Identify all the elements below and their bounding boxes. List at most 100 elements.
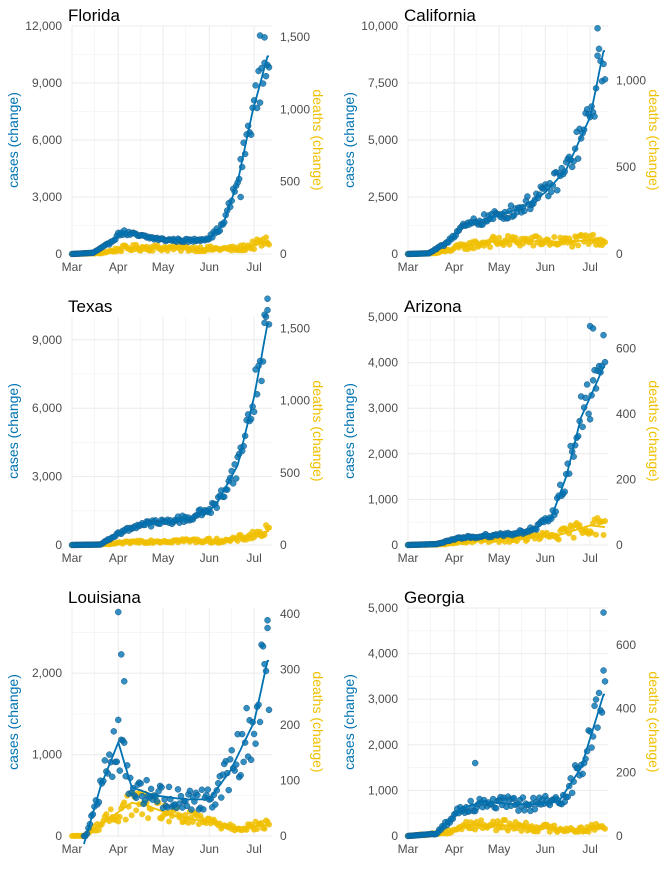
cases-point xyxy=(212,801,219,808)
cases-point xyxy=(467,797,474,805)
deaths-point xyxy=(266,241,273,248)
deaths-point xyxy=(185,819,192,826)
cases-point xyxy=(147,785,155,793)
x-tick-label: Jul xyxy=(246,842,261,856)
cases-point xyxy=(586,416,594,423)
y2-tick-label: 0 xyxy=(616,247,623,261)
chart-louisiana: Mar Apr May Jun Jul 0 1,000 2,000 0 100 200 300 400 L… xyxy=(5,588,326,856)
cases-point xyxy=(548,188,555,196)
cases-point xyxy=(554,187,561,194)
x-tick-label: Jun xyxy=(200,842,219,856)
cases-point xyxy=(262,72,270,80)
y2-tick-label: 1,500 xyxy=(280,321,310,335)
y2-tick-label: 100 xyxy=(280,774,300,788)
deaths-point xyxy=(536,235,543,242)
y2-axis-label: deaths (change) xyxy=(310,671,326,772)
deaths-point xyxy=(600,532,607,539)
deaths-point xyxy=(555,536,562,543)
cases-point xyxy=(595,45,603,53)
y2-tick-label: 0 xyxy=(280,247,287,261)
deaths-point xyxy=(551,234,558,241)
deaths-point xyxy=(266,821,273,828)
cases-point xyxy=(218,794,225,801)
y2-tick-label: 0 xyxy=(280,829,287,843)
cases-series xyxy=(404,25,609,258)
cases-point xyxy=(601,678,609,685)
cases-point xyxy=(225,786,232,794)
cases-point xyxy=(574,155,582,162)
cases-series xyxy=(404,322,609,549)
y-tick-label: 0 xyxy=(55,247,62,261)
cases-point xyxy=(564,793,571,801)
cases-point xyxy=(243,704,250,712)
deaths-point xyxy=(496,234,503,241)
cases-point xyxy=(600,667,607,674)
y-tick-label: 6,000 xyxy=(32,133,62,147)
cases-point xyxy=(186,787,194,795)
deaths-point xyxy=(116,813,123,820)
x-tick-label: Mar xyxy=(398,551,419,565)
cases-point xyxy=(264,616,271,624)
y-tick-label: 3,000 xyxy=(368,401,398,415)
cases-point xyxy=(183,802,191,810)
y2-tick-label: 300 xyxy=(280,663,300,677)
cases-trend-line xyxy=(408,366,605,546)
x-tick-label: Jul xyxy=(246,551,261,565)
deaths-point xyxy=(121,799,128,806)
cases-point xyxy=(579,423,586,431)
x-tick-label: Apr xyxy=(445,842,464,856)
x-tick-label: May xyxy=(152,551,175,565)
cases-point xyxy=(240,758,247,766)
chart-title: Arizona xyxy=(404,297,462,316)
y2-tick-label: 1,500 xyxy=(280,30,310,44)
cases-point xyxy=(265,706,273,714)
cases-point xyxy=(579,770,586,778)
y-tick-label: 7,500 xyxy=(368,76,398,90)
cases-point xyxy=(591,702,598,710)
y-tick-label: 1,000 xyxy=(368,783,398,797)
y-tick-label: 3,000 xyxy=(32,190,62,204)
chart-california: Mar Apr May Jun Jul 0 2,500 5,000 7,500 10,000 0 50… xyxy=(341,6,662,274)
y2-tick-label: 1,000 xyxy=(280,102,310,116)
y2-tick-label: 1,000 xyxy=(616,73,646,87)
cases-point xyxy=(153,798,161,805)
deaths-point xyxy=(576,522,583,529)
cases-point xyxy=(188,806,195,813)
cases-point xyxy=(226,756,234,763)
cases-point xyxy=(594,25,601,32)
deaths-point xyxy=(254,826,261,833)
panel-texas: Mar Apr May Jun Jul 0 3,000 6,000 9,000 0 500 1,000… xyxy=(0,291,336,582)
x-tick-label: Jun xyxy=(536,260,555,274)
cases-point xyxy=(237,193,244,201)
cases-point xyxy=(116,767,124,774)
cases-point xyxy=(198,786,206,794)
x-tick-label: Jul xyxy=(582,260,597,274)
x-tick-label: Mar xyxy=(62,260,83,274)
y-tick-label: 9,000 xyxy=(32,333,62,347)
cases-point xyxy=(261,34,268,41)
deaths-point xyxy=(95,826,102,833)
y2-tick-label: 500 xyxy=(280,466,300,480)
cases-series xyxy=(68,32,273,258)
cases-point xyxy=(110,728,118,735)
chart-arizona: Mar Apr May Jun Jul 0 1,000 2,000 3,000 4,000 5,00… xyxy=(341,297,662,565)
panel-louisiana: Mar Apr May Jun Jul 0 1,000 2,000 0 100 200 300 400 L… xyxy=(0,582,336,873)
cases-point xyxy=(132,794,140,802)
deaths-point xyxy=(506,241,513,248)
deaths-point xyxy=(590,231,597,238)
cases-point xyxy=(600,331,607,339)
cases-point xyxy=(207,509,215,517)
x-tick-label: May xyxy=(488,842,511,856)
y2-tick-label: 200 xyxy=(616,765,636,779)
y2-axis-label: deaths (change) xyxy=(310,89,326,190)
deaths-point xyxy=(195,821,202,828)
x-tick-label: Apr xyxy=(445,551,464,565)
cases-point xyxy=(228,747,235,754)
y-axis-label: cases (change) xyxy=(341,92,357,188)
cases-point xyxy=(158,784,165,791)
cases-point xyxy=(594,52,601,59)
cases-point xyxy=(591,113,598,120)
y2-tick-label: 0 xyxy=(616,538,623,552)
y2-tick-label: 600 xyxy=(616,638,636,652)
y2-tick-label: 200 xyxy=(280,718,300,732)
